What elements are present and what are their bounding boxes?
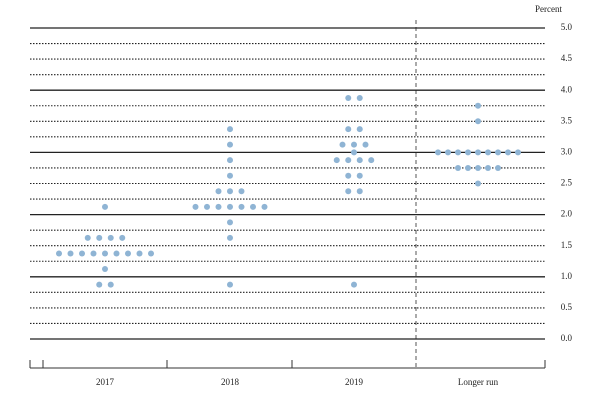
dot (125, 250, 131, 257)
dot (96, 234, 103, 241)
dot (515, 149, 521, 156)
dot (96, 281, 103, 288)
dot (505, 149, 511, 156)
dot (345, 188, 352, 195)
dot (475, 164, 481, 171)
dot (261, 203, 268, 210)
dot (351, 149, 357, 156)
y-tick-label: 5.0 (561, 22, 573, 32)
dot (356, 157, 363, 164)
dot (368, 157, 375, 164)
dot (148, 250, 154, 257)
dot (485, 149, 491, 156)
dot (250, 203, 256, 210)
dot (192, 203, 199, 210)
dot (356, 126, 363, 133)
dot (67, 250, 74, 257)
dot (345, 157, 352, 164)
dot (227, 219, 233, 226)
x-tick-label: 2019 (345, 377, 364, 387)
dot (204, 203, 210, 210)
x-tick-label: 2018 (221, 377, 240, 387)
dot (227, 172, 233, 179)
y-tick-label: 3.5 (561, 115, 573, 125)
dot (107, 234, 114, 241)
dot (238, 203, 245, 210)
dot (475, 149, 481, 156)
dot (79, 250, 85, 257)
x-tick-label: Longer run (458, 377, 499, 387)
dot (215, 203, 222, 210)
dot (351, 281, 357, 288)
dot (227, 281, 233, 288)
y-tick-label: 0.0 (561, 333, 573, 343)
dot (356, 94, 363, 101)
y-tick-label: 4.0 (561, 84, 573, 94)
dot (84, 234, 91, 241)
dot (475, 180, 481, 187)
dot (107, 281, 114, 288)
dot (455, 149, 461, 156)
dot (215, 188, 222, 195)
dot (227, 157, 233, 164)
dot (345, 172, 352, 179)
dot (102, 250, 108, 257)
dot (113, 250, 120, 257)
dot (333, 157, 340, 164)
dot (238, 188, 245, 195)
dot (445, 149, 451, 156)
dot (475, 102, 481, 109)
y-tick-label: 2.5 (561, 178, 573, 188)
y-tick-label: 0.5 (561, 302, 573, 312)
y-unit-label: Percent (535, 4, 562, 14)
x-tick-label: 2017 (96, 377, 115, 387)
y-tick-label: 1.0 (561, 271, 573, 281)
dot (356, 172, 363, 179)
dot (339, 141, 346, 148)
dot (495, 164, 501, 171)
dot (227, 126, 233, 133)
dot (475, 118, 481, 125)
y-tick-label: 4.5 (561, 53, 573, 63)
dot (102, 203, 108, 210)
dot (227, 188, 233, 195)
y-tick-label: 3.0 (561, 146, 573, 156)
dot (455, 164, 461, 171)
y-tick-label: 1.5 (561, 240, 573, 250)
dot (345, 94, 352, 101)
dot (345, 126, 352, 133)
dot (56, 250, 62, 257)
dot (495, 149, 501, 156)
dot (227, 203, 233, 210)
dot (136, 250, 143, 257)
dot (102, 266, 108, 273)
dot (465, 164, 471, 171)
dot (465, 149, 471, 156)
dot (356, 188, 363, 195)
dot (227, 141, 233, 148)
dot (485, 164, 491, 171)
dot (362, 141, 369, 148)
y-tick-label: 2.0 (561, 209, 573, 219)
dot (119, 234, 126, 241)
dot (90, 250, 97, 257)
dot (227, 234, 233, 241)
dot (351, 141, 357, 148)
dot (435, 149, 441, 156)
